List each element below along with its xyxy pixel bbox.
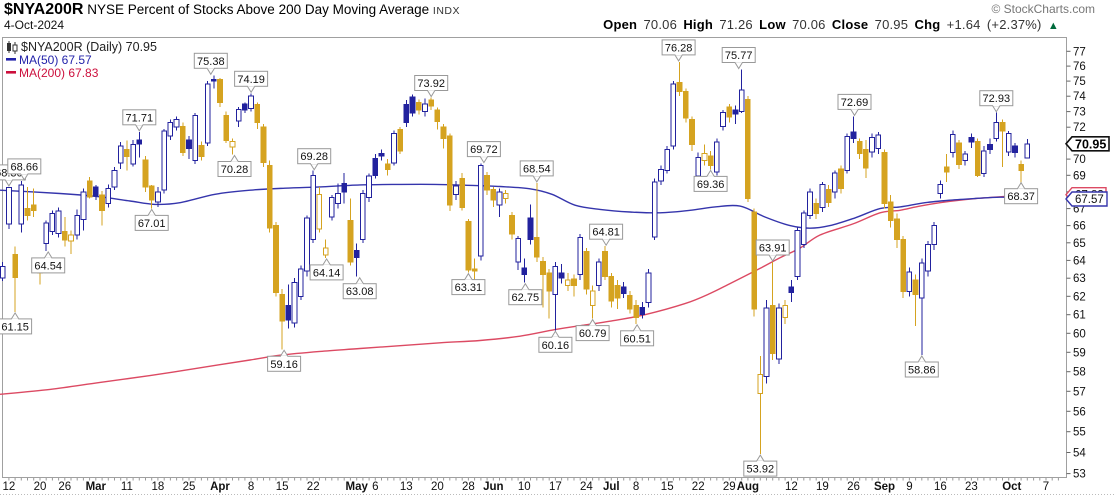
svg-text:20: 20 [431,481,444,493]
svg-text:24: 24 [580,481,593,493]
svg-text:63: 63 [1073,273,1086,285]
svg-text:69.72: 69.72 [470,144,498,156]
svg-text:54: 54 [1073,448,1086,460]
svg-text:56: 56 [1073,406,1086,418]
svg-text:66: 66 [1073,221,1086,233]
svg-text:13: 13 [400,481,413,493]
svg-text:11: 11 [121,481,133,493]
svg-text:Oct: Oct [1002,481,1021,493]
svg-text:60.51: 60.51 [623,333,651,345]
svg-text:76: 76 [1073,61,1086,73]
svg-text:$NYA200R (Daily) 70.95: $NYA200R (Daily) 70.95 [21,40,157,54]
svg-text:26: 26 [58,481,71,493]
svg-text:70.28: 70.28 [221,164,249,176]
svg-text:75: 75 [1073,76,1086,88]
svg-text:76.28: 76.28 [665,42,693,54]
svg-text:73.92: 73.92 [417,78,445,90]
svg-text:22: 22 [692,481,705,493]
svg-text:67.57: 67.57 [1075,194,1104,206]
svg-text:7: 7 [1043,481,1049,493]
svg-text:61.15: 61.15 [1,321,29,333]
svg-text:72: 72 [1073,122,1086,134]
svg-text:64: 64 [1073,255,1086,267]
svg-text:75.77: 75.77 [725,50,753,62]
svg-text:58.86: 58.86 [908,365,936,377]
svg-text:72.93: 72.93 [983,93,1011,105]
svg-text:68.66: 68.66 [11,161,39,173]
svg-text:57: 57 [1073,386,1086,398]
svg-text:MA(50) 67.57: MA(50) 67.57 [19,53,92,67]
svg-text:60: 60 [1073,328,1086,340]
svg-text:75.38: 75.38 [197,56,225,68]
svg-text:77: 77 [1073,46,1086,58]
svg-text:29: 29 [723,481,736,493]
svg-text:61: 61 [1073,310,1086,322]
svg-text:Apr: Apr [210,481,230,493]
svg-text:May: May [346,481,369,493]
svg-text:72.69: 72.69 [841,97,869,109]
svg-text:74.19: 74.19 [237,74,265,86]
svg-text:16: 16 [934,481,947,493]
svg-text:69: 69 [1073,170,1086,182]
svg-text:Sep: Sep [874,481,895,493]
svg-text:64.81: 64.81 [592,227,620,239]
svg-text:65: 65 [1073,238,1086,250]
svg-text:53: 53 [1073,469,1086,481]
svg-text:6: 6 [372,481,378,493]
svg-text:Mar: Mar [86,481,107,493]
svg-text:63.08: 63.08 [346,286,374,298]
svg-text:18: 18 [152,481,165,493]
svg-text:62: 62 [1073,291,1086,303]
svg-text:15: 15 [276,481,289,493]
svg-text:55: 55 [1073,427,1086,439]
svg-text:60.79: 60.79 [579,328,607,340]
svg-text:8: 8 [633,481,639,493]
svg-text:15: 15 [661,481,674,493]
svg-text:68.54: 68.54 [523,163,551,175]
svg-text:12: 12 [3,481,16,493]
svg-text:23: 23 [965,481,978,493]
svg-text:68.37: 68.37 [1007,191,1035,203]
svg-text:28: 28 [462,481,475,493]
svg-text:60.16: 60.16 [542,340,570,352]
svg-text:9: 9 [906,481,912,493]
svg-text:63.31: 63.31 [455,282,483,294]
svg-text:63.91: 63.91 [759,243,787,255]
svg-text:12: 12 [785,481,798,493]
svg-text:Jul: Jul [603,481,620,493]
svg-text:25: 25 [183,481,196,493]
svg-text:74: 74 [1073,91,1086,103]
svg-text:10: 10 [518,481,531,493]
svg-text:59: 59 [1073,347,1086,359]
svg-text:MA(200) 67.83: MA(200) 67.83 [19,66,99,80]
svg-text:70.95: 70.95 [1075,137,1106,151]
svg-text:69.28: 69.28 [300,151,328,163]
svg-text:19: 19 [816,481,829,493]
svg-text:26: 26 [847,481,860,493]
svg-text:58: 58 [1073,367,1086,379]
svg-text:22: 22 [307,481,320,493]
svg-text:Aug: Aug [737,481,759,493]
svg-text:53.92: 53.92 [747,464,775,476]
svg-text:59.16: 59.16 [270,359,298,371]
svg-text:64.54: 64.54 [34,260,62,272]
svg-text:73: 73 [1073,107,1086,119]
svg-text:17: 17 [549,481,562,493]
svg-text:62.75: 62.75 [512,292,540,304]
svg-text:69.36: 69.36 [697,179,725,191]
svg-text:20: 20 [34,481,47,493]
svg-text:71.71: 71.71 [126,112,154,124]
svg-text:67.01: 67.01 [138,218,166,230]
svg-text:Jun: Jun [483,481,503,493]
svg-text:8: 8 [248,481,254,493]
svg-text:64.14: 64.14 [313,267,341,279]
svg-text:70: 70 [1073,154,1086,166]
